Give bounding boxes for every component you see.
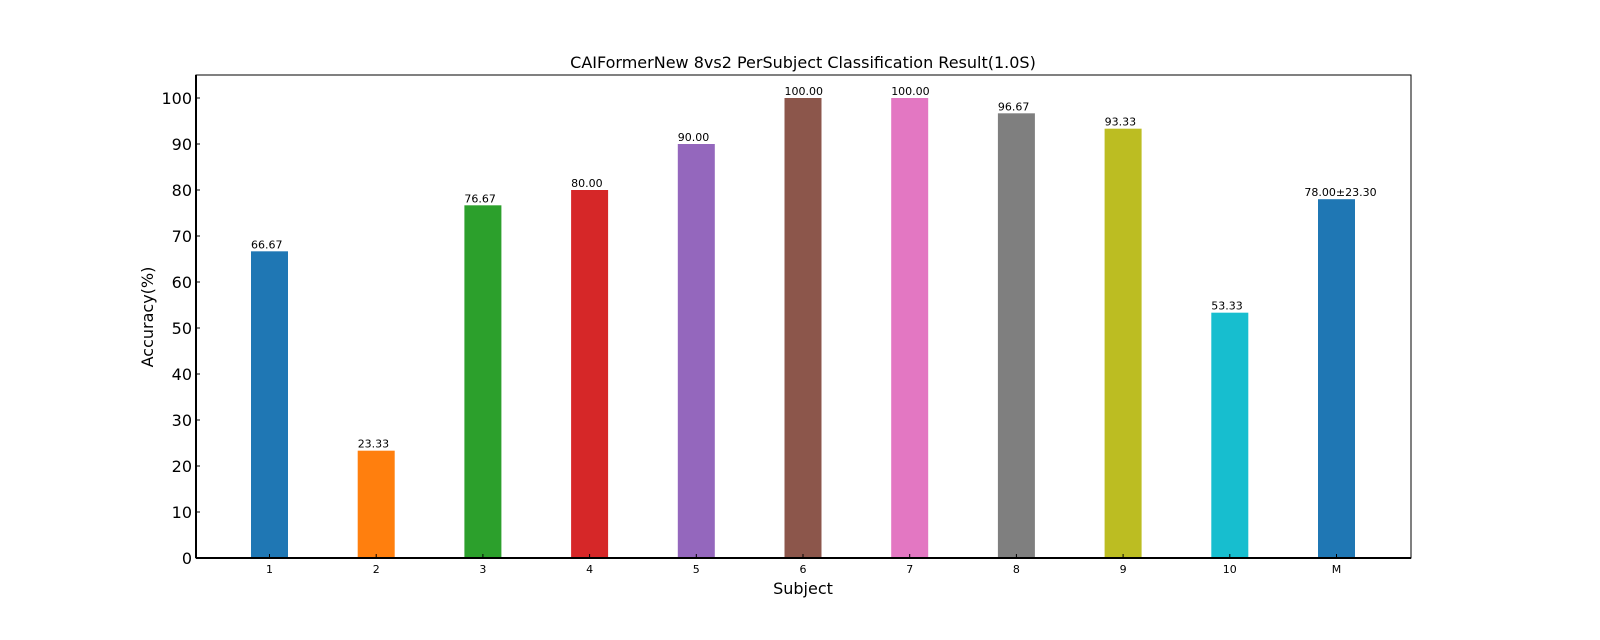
data-label: 53.33 xyxy=(1211,300,1243,313)
y-tick-label: 20 xyxy=(172,457,192,476)
y-tick-label: 30 xyxy=(172,411,192,430)
y-tick-label: 0 xyxy=(182,549,192,568)
x-tick-label: 2 xyxy=(373,563,380,576)
x-tick-label: 5 xyxy=(693,563,700,576)
data-label: 23.33 xyxy=(358,438,390,451)
data-label: 100.00 xyxy=(785,85,824,98)
bar xyxy=(571,190,609,558)
x-tick-label: 3 xyxy=(479,563,486,576)
bar xyxy=(1104,128,1142,558)
bar xyxy=(677,144,715,558)
bar xyxy=(464,205,502,558)
y-axis-label: Accuracy(%) xyxy=(138,267,157,368)
bar xyxy=(784,98,822,558)
x-tick-label: 10 xyxy=(1223,563,1237,576)
x-tick-label: 9 xyxy=(1120,563,1127,576)
x-axis-label: Subject xyxy=(773,579,833,598)
plot-area: 0 10 20 30 40 50 60 70 80 90 100 1 66.67 2 23.33 3 76.67… xyxy=(161,74,1412,576)
data-label: 90.00 xyxy=(678,131,710,144)
y-tick-label: 100 xyxy=(161,89,192,108)
x-tick-label: M xyxy=(1332,563,1342,576)
bar xyxy=(1211,312,1249,558)
bar xyxy=(357,450,395,558)
bar xyxy=(891,98,929,558)
data-label: 66.67 xyxy=(251,238,283,251)
y-tick-label: 90 xyxy=(172,135,192,154)
data-label: 100.00 xyxy=(891,85,930,98)
y-tick-label: 70 xyxy=(172,227,192,246)
x-tick-label: 1 xyxy=(266,563,273,576)
data-label: 76.67 xyxy=(464,192,496,205)
y-tick-label: 10 xyxy=(172,503,192,522)
y-tick-label: 60 xyxy=(172,273,192,292)
bar xyxy=(997,113,1035,559)
x-tick-label: 7 xyxy=(906,563,913,576)
data-label: 96.67 xyxy=(998,100,1030,113)
y-tick-label: 80 xyxy=(172,181,192,200)
x-tick-label: 8 xyxy=(1013,563,1020,576)
chart-title: CAIFormerNew 8vs2 PerSubject Classificat… xyxy=(570,53,1036,72)
x-tick-label: 4 xyxy=(586,563,593,576)
data-label: 78.00±23.30 xyxy=(1304,186,1376,199)
data-label: 80.00 xyxy=(571,177,603,190)
data-label: 93.33 xyxy=(1105,116,1137,129)
x-tick-label: 6 xyxy=(800,563,807,576)
bar xyxy=(251,251,288,558)
y-tick-label: 50 xyxy=(172,319,192,338)
bar xyxy=(1318,199,1355,558)
y-tick-label: 40 xyxy=(172,365,192,384)
